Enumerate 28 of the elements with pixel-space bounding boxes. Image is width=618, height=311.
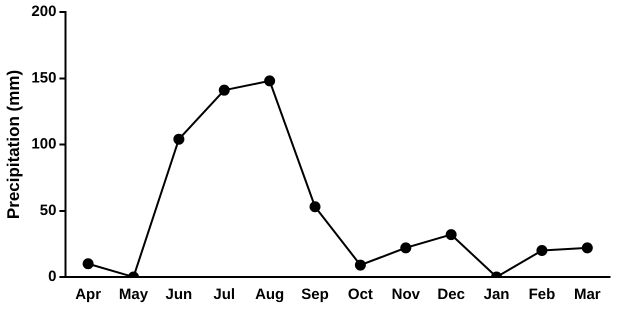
x-tick-label: May (118, 286, 149, 304)
x-tick-label: Jul (213, 286, 236, 304)
x-tick-label: Apr (75, 286, 102, 304)
point (582, 242, 593, 254)
y-axis-title: Precipitation (mm) (4, 70, 23, 220)
point (446, 229, 457, 240)
point (400, 242, 412, 254)
x-tick-label: Feb (528, 286, 556, 304)
point (536, 245, 548, 256)
x-tick-label: Dec (437, 286, 465, 304)
point (218, 84, 230, 96)
y-tick-label: 150 (31, 69, 56, 86)
x-tick-label: Aug (255, 286, 284, 304)
x-tick-label: Sep (301, 286, 329, 304)
point (264, 75, 276, 86)
x-tick-label: Nov (392, 286, 421, 304)
x-tick-label: Jan (484, 286, 510, 304)
x-tick-label: Oct (348, 286, 373, 304)
y-tick-label: 200 (31, 3, 56, 20)
x-tick-label: Mar (574, 286, 601, 304)
point (354, 260, 366, 271)
y-tick-label: 100 (31, 136, 56, 153)
point (173, 134, 184, 145)
point (82, 258, 94, 270)
y-tick-label: 0 (48, 268, 56, 286)
x-tick-label: Jun (166, 286, 192, 304)
point (310, 201, 321, 212)
y-tick-label: 50 (40, 202, 56, 219)
